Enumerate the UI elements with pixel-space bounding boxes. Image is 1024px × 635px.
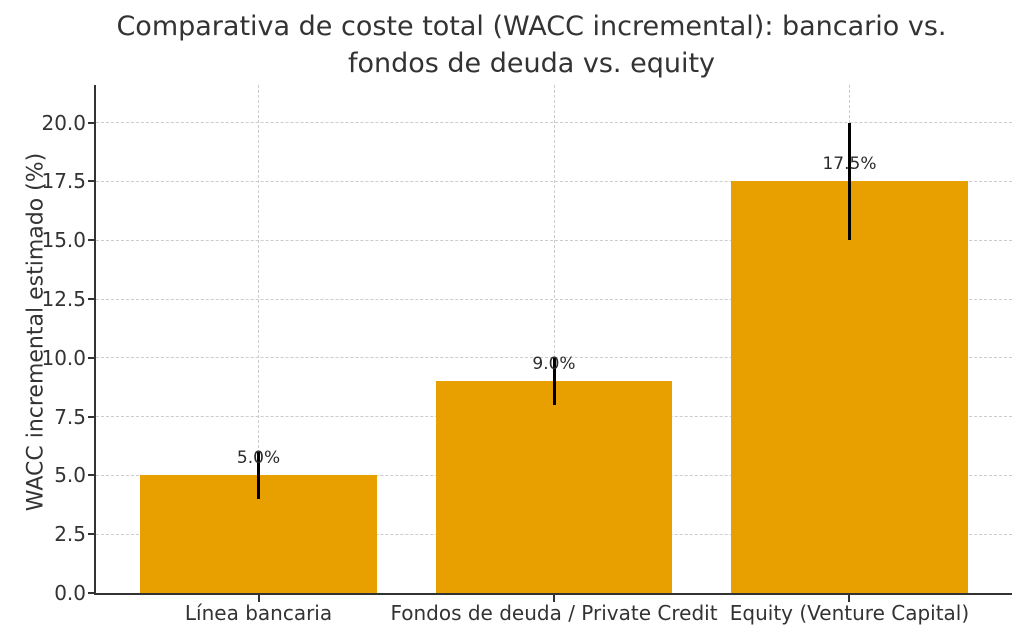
y-tick-mark (88, 592, 96, 594)
bar-value-label-2: 9.0% (532, 354, 576, 375)
y-tick-label: 20.0 (41, 110, 86, 135)
y-tick-mark (88, 298, 96, 301)
bar-1 (140, 475, 377, 593)
y-tick-label: 2.5 (54, 522, 86, 547)
y-tick-label: 0.0 (54, 581, 86, 605)
bar-value-label-3: 17.5% (822, 154, 877, 175)
bar-2 (435, 381, 673, 593)
error-bar-2 (552, 357, 556, 405)
y-gridline (96, 122, 1012, 124)
x-tick-mark (848, 595, 851, 602)
y-tick-mark (88, 180, 96, 183)
chart-title: Comparativa de coste total (WACC increme… (39, 8, 1024, 82)
x-gridline (553, 85, 555, 593)
y-tick-mark (88, 533, 96, 536)
y-gridline (96, 533, 1012, 535)
y-axis-label: WACC incremental estimado (%) (23, 152, 49, 512)
left-spine (94, 85, 96, 595)
bar-3 (731, 181, 968, 593)
y-gridline (96, 474, 1012, 476)
chart-title-line1: Comparativa de coste total (WACC increme… (116, 11, 947, 42)
y-tick-mark (88, 239, 96, 242)
y-tick-mark (88, 356, 96, 359)
y-tick-mark (88, 415, 96, 418)
error-bar-1 (257, 451, 261, 499)
y-gridline (96, 180, 1012, 182)
y-gridline (96, 298, 1012, 300)
x-gridline (848, 85, 850, 593)
error-bar-3 (847, 122, 851, 241)
x-tick-label-3: Equity (Venture Capital) (729, 601, 970, 625)
y-gridline (96, 357, 1012, 359)
x-gridline (258, 85, 260, 593)
y-tick-mark (88, 121, 96, 124)
x-tick-label-2: Fondos de deuda / Private Credit (390, 601, 718, 625)
y-tick-mark (88, 474, 96, 477)
chart-title-line2: fondos de deuda vs. equity (347, 48, 716, 79)
x-tick-mark (257, 595, 260, 602)
x-tick-mark (553, 595, 555, 602)
bar-value-label-1: 5.0% (236, 448, 281, 469)
bottom-spine (94, 593, 1012, 595)
y-gridline (96, 239, 1012, 241)
x-tick-label-1: Línea bancaria (184, 601, 333, 625)
y-gridline (96, 416, 1012, 418)
